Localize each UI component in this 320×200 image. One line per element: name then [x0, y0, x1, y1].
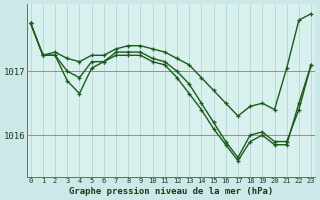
X-axis label: Graphe pression niveau de la mer (hPa): Graphe pression niveau de la mer (hPa) — [69, 187, 273, 196]
